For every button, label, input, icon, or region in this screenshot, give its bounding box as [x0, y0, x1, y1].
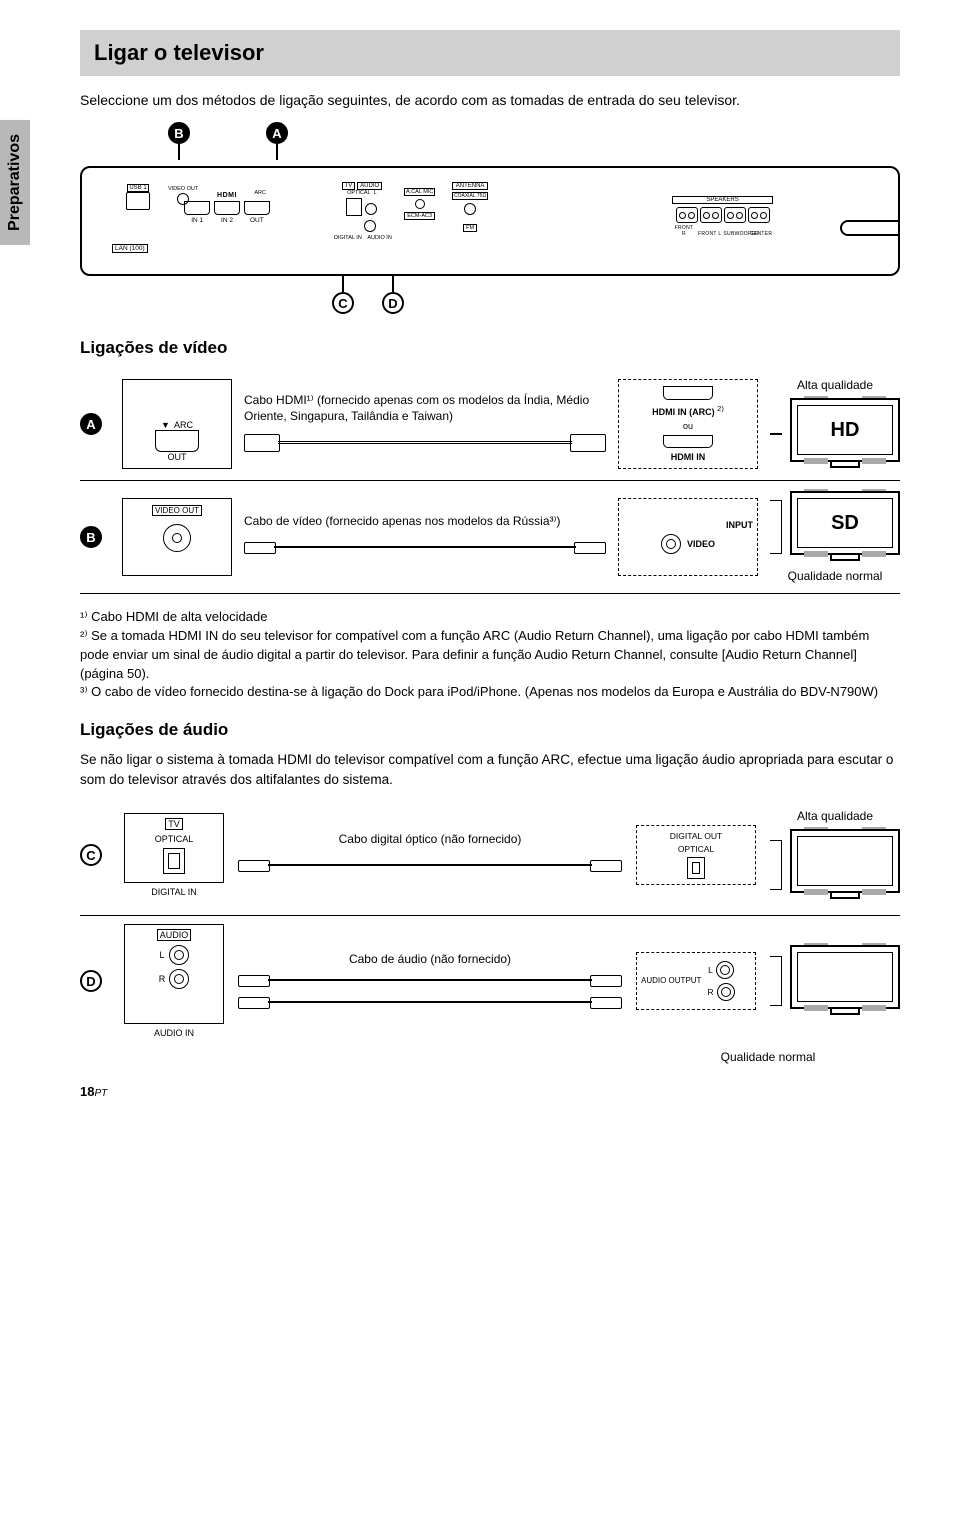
video-heading: Ligações de vídeo: [80, 338, 900, 358]
row-b-marker: B: [80, 526, 102, 548]
row-b-tv: SD Qualidade normal: [770, 491, 900, 583]
acalmic-port: A.CAL MIC ECM-AC3: [404, 188, 435, 220]
quality-normal-row: Qualidade normal: [80, 1046, 900, 1064]
callout-c-icon: C: [332, 292, 354, 314]
connection-row-a: A ▼ ARC OUT Cabo HDMI¹⁾ (fornecido apena…: [80, 368, 900, 481]
callout-d-icon: D: [382, 292, 404, 314]
usb-port: USB 1: [118, 184, 158, 212]
row-a-cable: Cabo HDMI¹⁾ (fornecido apenas com os mod…: [244, 392, 606, 456]
row-a-marker: A: [80, 413, 102, 435]
connection-row-c: C TV OPTICAL DIGITAL IN Cabo digital ópt…: [80, 801, 900, 916]
row-b-source: VIDEO OUT: [122, 498, 232, 576]
footnotes: ¹⁾ Cabo HDMI de alta velocidade ²⁾ Se a …: [80, 608, 900, 702]
sidebar-tab: Preparativos: [0, 120, 30, 245]
row-d-tv: [770, 945, 900, 1017]
row-c-dest: DIGITAL OUT OPTICAL: [636, 825, 756, 885]
row-a-dest: HDMI IN (ARC) 2) ou HDMI IN: [618, 379, 758, 469]
page-content: Ligar o televisor Seleccione um dos méto…: [0, 0, 960, 1129]
rear-panel: USB 1 VIDEO OUT LAN (100) HDMI IN 1 IN 2: [80, 166, 900, 276]
row-c-source: TV OPTICAL DIGITAL IN: [124, 813, 224, 897]
row-c-tv: Alta qualidade: [770, 809, 900, 901]
page-number: 18PT: [80, 1084, 900, 1099]
intro-text: Seleccione um dos métodos de ligação seg…: [80, 92, 900, 108]
row-d-marker: D: [80, 970, 102, 992]
power-cord-icon: [840, 220, 900, 236]
title-box: Ligar o televisor: [80, 30, 900, 76]
connection-row-b: B VIDEO OUT Cabo de vídeo (fornecido ape…: [80, 481, 900, 594]
audio-intro: Se não ligar o sistema à tomada HDMI do …: [80, 750, 900, 789]
lan-label: LAN (100): [112, 244, 148, 253]
row-c-marker: C: [80, 844, 102, 866]
row-a-source: ▼ ARC OUT: [122, 379, 232, 469]
row-b-cable: Cabo de vídeo (fornecido apenas nos mode…: [244, 513, 606, 561]
antenna-port: ANTENNA COAXIAL 75Ω FM: [452, 182, 488, 232]
row-b-dest: INPUT VIDEO: [618, 498, 758, 576]
hdmi-ports: HDMI IN 1 IN 2 OUT ARC: [182, 192, 272, 224]
rear-panel-diagram: B A USB 1 VIDEO OUT LAN (100): [80, 122, 900, 320]
row-d-source: AUDIO L R AUDIO IN: [124, 924, 224, 1038]
connection-row-d: D AUDIO L R AUDIO IN Cabo de áudio (não …: [80, 916, 900, 1046]
callout-b-icon: B: [168, 122, 190, 144]
row-c-cable: Cabo digital óptico (não fornecido): [238, 831, 622, 879]
row-d-dest: AUDIO OUTPUT L R: [636, 952, 756, 1010]
callout-a-icon: A: [266, 122, 288, 144]
row-a-tv: Alta qualidade HD: [770, 378, 900, 470]
speakers-ports: SPEAKERS FRONT R FRONT L SUBWOOFER CENTE…: [672, 196, 773, 237]
tv-audio-ports: TV AUDIO OPTICAL L DIGITAL IN AUDIO: [332, 182, 392, 241]
audio-heading: Ligações de áudio: [80, 720, 900, 740]
row-d-cable: Cabo de áudio (não fornecido): [238, 951, 622, 1011]
page-title: Ligar o televisor: [94, 40, 886, 66]
